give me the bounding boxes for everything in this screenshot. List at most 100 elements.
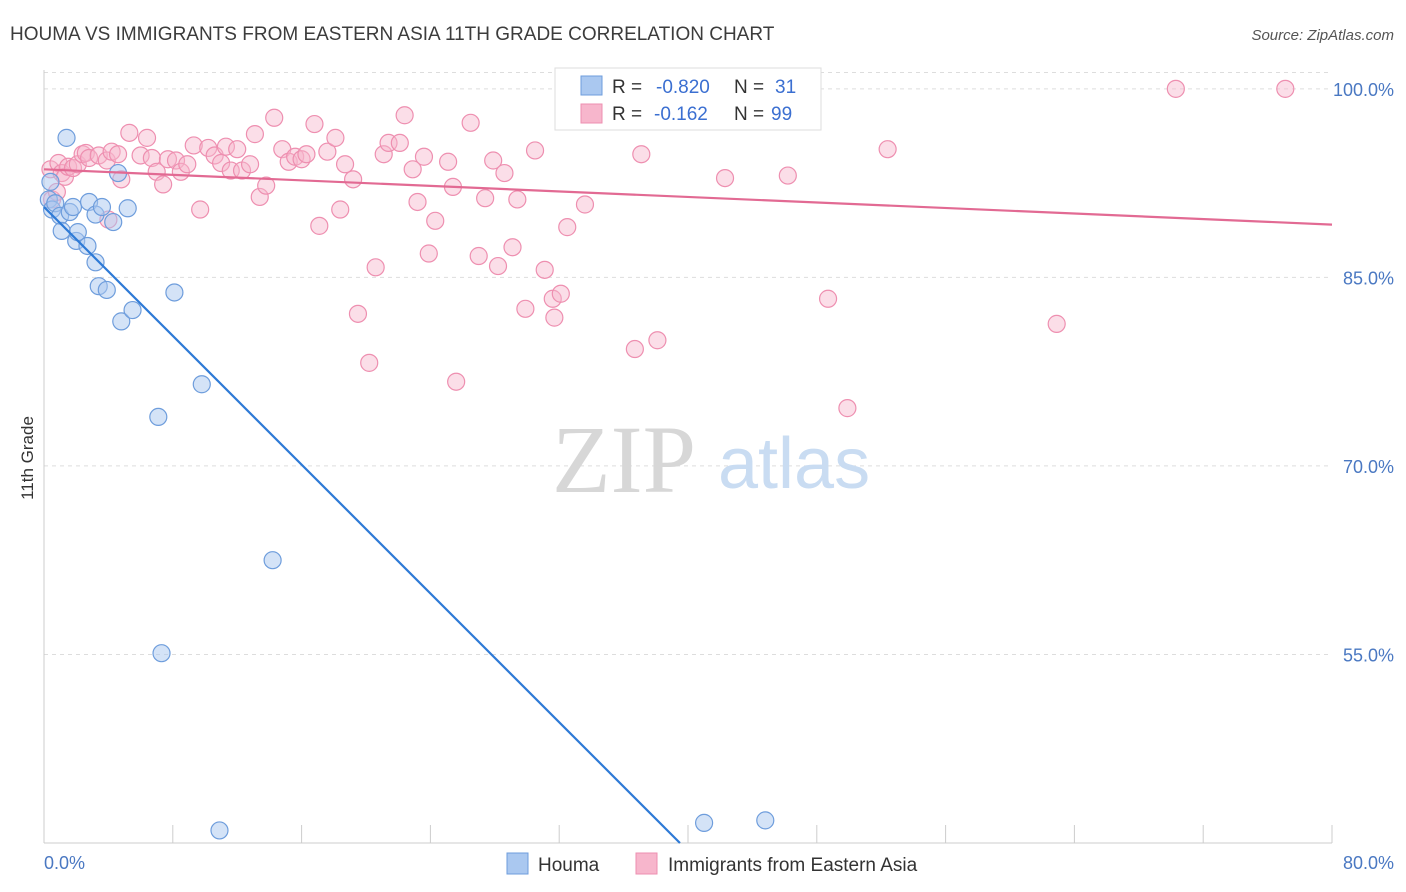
watermark-atlas: atlas <box>718 424 870 504</box>
houma-point <box>192 375 211 394</box>
houma-point <box>123 300 142 320</box>
houma-point <box>118 199 137 218</box>
asia-point <box>228 140 247 159</box>
asia-point <box>469 246 488 266</box>
asia-point <box>403 160 422 179</box>
asia-point <box>257 176 276 195</box>
asia-point <box>545 308 564 327</box>
asia-point <box>488 256 508 276</box>
asia-point <box>1047 314 1066 333</box>
asia-point <box>818 289 838 308</box>
asia-legend-swatch <box>580 103 603 124</box>
houma-point <box>263 551 282 570</box>
houma-n-value: 31 <box>775 77 796 98</box>
asia-point <box>390 133 409 153</box>
houma-point <box>63 197 83 217</box>
asia-trend-line <box>43 168 1333 226</box>
asia-point <box>142 148 161 168</box>
asia-point <box>199 138 218 158</box>
asia-point <box>131 146 150 165</box>
asia-point <box>374 145 393 164</box>
houma-point <box>78 236 97 256</box>
asia-point <box>395 106 414 125</box>
houma-n-label: N = <box>734 77 764 98</box>
series-legend: Houma Immigrants from Eastern Asia <box>506 852 918 876</box>
asia-point <box>184 136 203 155</box>
asia-n-label: N = <box>734 104 764 125</box>
asia-point <box>516 299 535 318</box>
asia-point <box>778 166 797 185</box>
asia-point <box>137 128 157 147</box>
asia-point <box>408 192 427 212</box>
asia-point <box>461 113 480 132</box>
asia-point <box>360 353 379 372</box>
asia-point <box>484 151 503 170</box>
asia-point <box>245 125 265 144</box>
y-tick-label: 100.0% <box>1333 80 1394 100</box>
x-tick-label-max: 80.0% <box>1343 853 1394 873</box>
asia-point <box>558 218 577 237</box>
asia-point <box>495 163 514 183</box>
asia-point <box>551 284 570 303</box>
y-tick-label: 85.0% <box>1343 268 1394 288</box>
houma-point <box>41 172 60 191</box>
asia-point <box>348 304 368 323</box>
asia-point <box>1166 79 1185 98</box>
asia-point <box>305 114 324 134</box>
asia-point <box>575 195 595 214</box>
asia-point <box>326 128 345 147</box>
asia-point <box>154 175 173 194</box>
asia-point <box>715 168 735 188</box>
asia-point <box>476 189 495 208</box>
asia-r-label: R = <box>612 104 642 125</box>
grid-lines <box>44 72 1332 655</box>
asia-r-value: -0.162 <box>654 104 708 125</box>
asia-point <box>331 200 350 219</box>
y-axis-label: 11th Grade <box>18 416 37 500</box>
asia-point <box>878 140 897 159</box>
asia-point <box>426 211 445 230</box>
trend-lines <box>43 168 1333 844</box>
asia-point <box>216 137 236 156</box>
houma-r-label: R = <box>612 77 642 98</box>
houma-r-value: -0.820 <box>656 77 710 98</box>
asia-point <box>292 150 311 169</box>
asia-point <box>97 151 116 170</box>
asia-point <box>632 145 651 164</box>
asia-point <box>838 399 857 418</box>
houma-point <box>694 813 714 832</box>
asia-point <box>503 238 522 257</box>
asia-point <box>525 141 545 160</box>
houma-point <box>756 811 775 830</box>
asia-point <box>535 260 554 279</box>
asia-point <box>366 258 385 277</box>
houma-point <box>104 212 123 232</box>
houma-point <box>57 128 76 147</box>
y-tick-label: 55.0% <box>1343 645 1394 665</box>
houma-trend-line <box>43 206 681 844</box>
asia-n-value: 99 <box>771 104 792 125</box>
houma-point <box>210 821 229 840</box>
asia-point <box>240 155 260 174</box>
asia-point <box>166 151 186 170</box>
houma-point <box>152 644 171 663</box>
asia-series-swatch <box>635 852 658 875</box>
houma-point <box>86 253 105 272</box>
asia-point <box>265 108 284 127</box>
houma-series-swatch <box>506 852 529 875</box>
chart-title: HOUMA VS IMMIGRANTS FROM EASTERN ASIA 11… <box>10 24 775 45</box>
y-tick-labels: 100.0% 85.0% 70.0% 55.0% <box>1333 80 1394 666</box>
watermark-zip: ZIP <box>552 406 696 513</box>
houma-point <box>97 280 116 300</box>
asia-point <box>335 155 355 174</box>
stats-legend: R = -0.820 N = 31 R = -0.162 N = 99 <box>554 67 822 131</box>
asia-point <box>297 145 316 164</box>
asia-point <box>178 155 197 174</box>
asia-point <box>648 331 667 350</box>
asia-point <box>414 147 434 166</box>
asia-point <box>212 153 231 173</box>
houma-point <box>149 407 168 427</box>
asia-point <box>310 216 329 235</box>
asia-point <box>447 372 466 391</box>
